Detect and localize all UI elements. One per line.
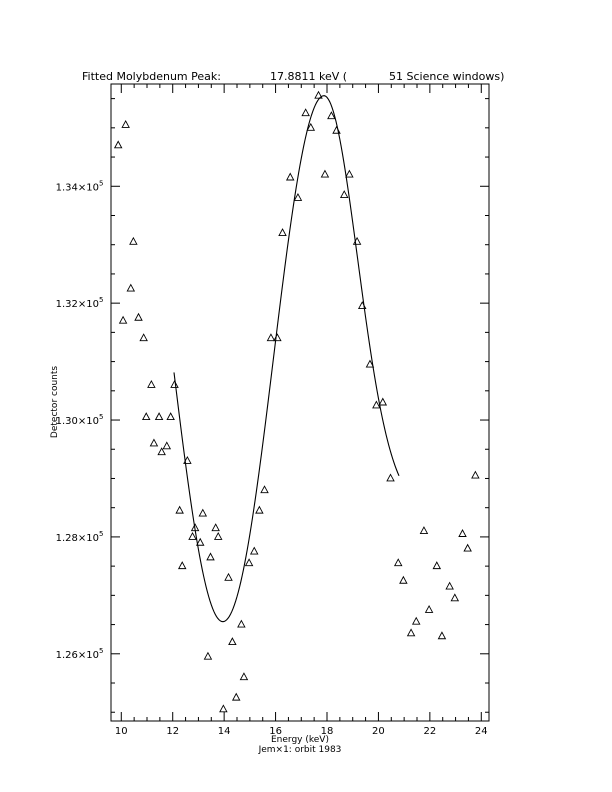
data-point-triangle bbox=[437, 631, 447, 640]
data-point-triangle bbox=[393, 558, 403, 567]
y-tick-label: 1.30×10 bbox=[56, 416, 99, 427]
data-point-triangle bbox=[365, 359, 375, 368]
data-point-triangle bbox=[139, 333, 148, 342]
data-point-triangle bbox=[147, 380, 156, 388]
title-window-count: 51 Science windows) bbox=[389, 70, 504, 83]
x-tick-label: 18 bbox=[321, 726, 334, 737]
data-point-triangle bbox=[406, 628, 416, 637]
data-point-triangle bbox=[345, 169, 354, 178]
data-point-triangle bbox=[224, 572, 233, 581]
x-axis-label: Energy (keV) bbox=[271, 735, 329, 745]
data-point-triangle bbox=[386, 473, 395, 482]
data-point-triangle bbox=[175, 505, 184, 514]
y-tick-label: 1.28×10 bbox=[56, 533, 99, 544]
data-point-triangle bbox=[285, 172, 295, 181]
data-point-triangle bbox=[266, 333, 276, 342]
data-point-triangle bbox=[239, 672, 249, 681]
footer-label: Jem×1: orbit 1983 bbox=[258, 745, 342, 755]
y-tick-exponent: 5 bbox=[99, 530, 103, 538]
y-tick-exponent: 5 bbox=[99, 296, 103, 304]
data-point-triangle bbox=[458, 529, 467, 537]
data-point-triangle bbox=[399, 575, 408, 584]
title-peak-value: 17.8811 keV ( bbox=[270, 70, 347, 83]
data-point-triangle bbox=[113, 140, 123, 149]
data-point-triangle bbox=[118, 315, 128, 324]
y-axis-label: Detector counts bbox=[50, 366, 60, 438]
data-point-triangle bbox=[198, 508, 208, 517]
data-point-triangle bbox=[255, 505, 264, 514]
data-point-triangle bbox=[213, 531, 223, 540]
x-tick-label: 12 bbox=[166, 726, 179, 737]
data-point-triangle bbox=[141, 412, 151, 421]
data-point-triangle bbox=[293, 193, 303, 201]
data-point-triangle bbox=[445, 581, 454, 590]
plot-border bbox=[110, 83, 490, 722]
x-axis: 10 12 14 16 18 20 22 24 bbox=[115, 84, 488, 737]
data-point-triangle bbox=[206, 552, 215, 561]
data-point-triangle bbox=[228, 637, 237, 646]
data-point-triangle bbox=[273, 333, 282, 342]
data-point-triangle bbox=[432, 561, 442, 570]
data-point-triangle bbox=[378, 397, 388, 406]
fit-curve-group bbox=[173, 95, 400, 623]
y-axis: 1.26×10 51.28×10 51.30×10 51.32×10 51.34×10 5 bbox=[56, 98, 489, 713]
data-point-triangle bbox=[339, 190, 349, 198]
x-tick-label: 20 bbox=[372, 726, 385, 737]
data-point-triangle bbox=[166, 412, 175, 421]
data-points bbox=[113, 90, 480, 713]
plot-frame bbox=[110, 83, 490, 722]
data-point-triangle bbox=[278, 228, 287, 236]
data-point-triangle bbox=[231, 692, 241, 701]
data-point-triangle bbox=[177, 561, 187, 570]
x-tick-label: 14 bbox=[218, 726, 231, 737]
data-point-triangle bbox=[188, 531, 197, 540]
data-point-triangle bbox=[471, 470, 480, 479]
data-point-triangle bbox=[170, 380, 179, 388]
x-tick-label: 10 bbox=[115, 726, 128, 737]
data-point-triangle bbox=[411, 616, 421, 625]
y-tick-exponent: 5 bbox=[99, 647, 103, 655]
y-tick-exponent: 5 bbox=[99, 413, 103, 421]
fit-curve bbox=[173, 95, 400, 623]
data-point-triangle bbox=[249, 546, 259, 555]
data-point-triangle bbox=[162, 441, 172, 450]
data-point-triangle bbox=[149, 438, 159, 447]
x-tick-label: 16 bbox=[269, 726, 282, 737]
data-point-triangle bbox=[327, 111, 336, 120]
data-point-triangle bbox=[419, 526, 429, 535]
data-point-triangle bbox=[237, 619, 246, 628]
x-tick-label: 24 bbox=[475, 726, 488, 737]
data-point-triangle bbox=[129, 236, 138, 245]
data-point-triangle bbox=[424, 605, 434, 613]
data-point-triangle bbox=[211, 523, 220, 532]
chart-title: Fitted Molybdenum Peak: bbox=[82, 70, 221, 83]
y-tick-label: 1.26×10 bbox=[56, 650, 99, 661]
data-point-triangle bbox=[314, 90, 323, 99]
data-point-triangle bbox=[320, 169, 330, 178]
data-point-triangle bbox=[126, 283, 136, 292]
data-point-triangle bbox=[306, 122, 316, 131]
data-point-triangle bbox=[154, 412, 164, 421]
y-tick-label: 1.32×10 bbox=[56, 299, 99, 310]
data-point-triangle bbox=[219, 704, 228, 713]
data-point-triangle bbox=[372, 400, 381, 409]
data-point-triangle bbox=[157, 447, 166, 456]
data-point-triangle bbox=[195, 537, 205, 546]
data-point-triangle bbox=[450, 593, 460, 602]
data-point-triangle bbox=[134, 312, 143, 321]
data-point-triangle bbox=[203, 651, 213, 660]
y-tick-exponent: 5 bbox=[99, 179, 103, 187]
data-point-triangle bbox=[260, 485, 269, 494]
data-point-triangle bbox=[121, 119, 130, 128]
data-point-triangle bbox=[244, 558, 254, 567]
y-tick-label: 1.34×10 bbox=[56, 182, 99, 193]
data-point-triangle bbox=[301, 108, 310, 117]
x-tick-label: 22 bbox=[423, 726, 436, 737]
data-point-triangle bbox=[463, 543, 472, 552]
